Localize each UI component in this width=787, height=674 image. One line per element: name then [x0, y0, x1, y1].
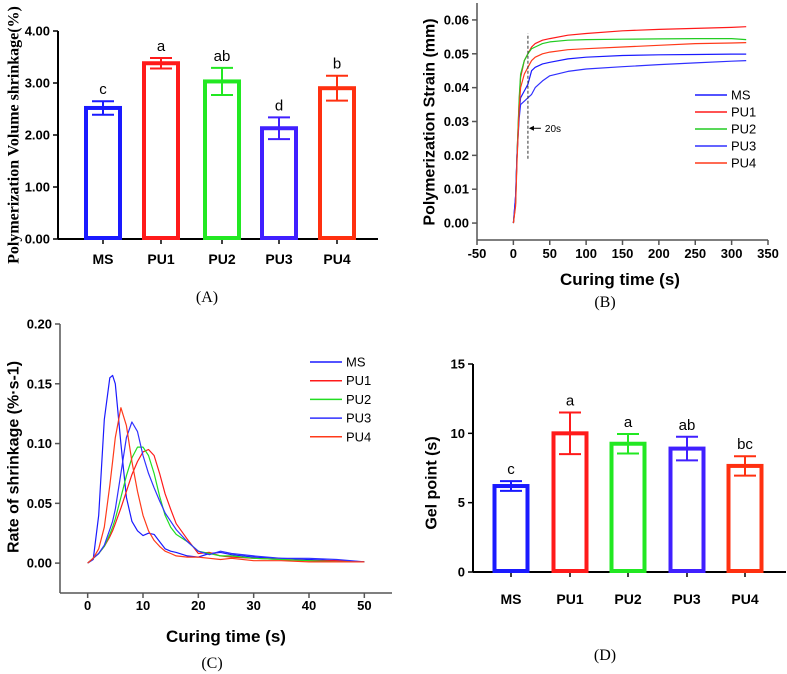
panel-b: 0.00 0.01 0.02 0.03 0.04 0.05 0.06 -50 0 50 100 150…	[422, 3, 779, 311]
x-tick-label: PU3	[673, 591, 700, 607]
y-tick-label: 0	[458, 565, 465, 580]
significance-letter: c	[99, 81, 107, 98]
panel-d: 0 5 10 15 c MS a PU1 a PU2 ab PU3 bc PU4 Gel point (s)…	[424, 357, 786, 664]
series-line-pu4	[512, 42, 747, 224]
legend-label-pu4: PU4	[346, 429, 371, 444]
y-axis-label: Rate of shrinkage (%·s-1)	[6, 361, 23, 553]
panel-caption: (C)	[201, 655, 222, 672]
bar-pu2	[609, 441, 647, 574]
y-axis-label: Polymerization Strain (mm)	[422, 18, 439, 225]
y-tick-label: 1.00	[25, 180, 50, 195]
legend-label-ms: MS	[731, 88, 751, 103]
bar-pu2	[203, 79, 241, 240]
legend-label-pu2: PU2	[731, 122, 756, 137]
bar-pu4	[318, 86, 356, 240]
significance-letter: a	[157, 38, 166, 55]
y-tick-label: 0.03	[444, 114, 469, 129]
legend-label-pu1: PU1	[346, 373, 371, 388]
x-tick-label: MS	[501, 591, 522, 607]
y-tick-label: 0.00	[25, 232, 50, 247]
y-tick-label: 4.00	[25, 24, 50, 39]
x-tick-label: 350	[757, 246, 779, 261]
series-line-pu3	[87, 421, 365, 564]
significance-letter: c	[507, 461, 515, 478]
series-line-ms	[512, 53, 747, 224]
significance-letter: ab	[679, 417, 696, 434]
legend-label-pu4: PU4	[731, 156, 756, 171]
x-tick-label: PU1	[147, 251, 174, 267]
series-line-ms	[87, 374, 365, 564]
significance-letter: a	[624, 414, 633, 431]
y-tick-label: 0.04	[444, 80, 470, 95]
significance-letter: b	[333, 56, 341, 73]
legend-label-pu1: PU1	[731, 105, 756, 120]
bar-pu3	[668, 446, 706, 573]
x-tick-label: 300	[721, 246, 743, 261]
x-tick-label: 0	[84, 598, 91, 613]
panel-caption: (D)	[594, 647, 616, 664]
x-tick-label: 50	[543, 246, 557, 261]
bar-ms	[84, 105, 122, 240]
y-tick-label: 0.10	[27, 436, 52, 451]
annotation-label: 20s	[545, 124, 561, 135]
y-tick-label: 0.15	[27, 376, 52, 391]
y-tick-label: 0.00	[444, 216, 469, 231]
y-tick-label: 0.00	[27, 556, 52, 571]
x-tick-label: 40	[302, 598, 316, 613]
significance-letter: bc	[737, 436, 753, 453]
y-tick-label: 0.06	[444, 12, 469, 27]
y-tick-label: 15	[451, 357, 465, 372]
x-tick-label: PU4	[731, 591, 758, 607]
x-tick-label: 0	[510, 246, 517, 261]
bar-ms	[492, 484, 530, 574]
y-tick-label: 3.00	[25, 76, 50, 91]
x-tick-label: 150	[612, 246, 634, 261]
x-tick-label: PU2	[208, 251, 235, 267]
x-tick-label: 10	[136, 598, 150, 613]
x-tick-label: 20	[191, 598, 205, 613]
x-tick-label: PU4	[323, 251, 350, 267]
significance-letter: d	[275, 97, 283, 114]
x-tick-label: PU3	[265, 251, 292, 267]
legend-label-pu2: PU2	[346, 392, 371, 407]
y-tick-label: 2.00	[25, 128, 50, 143]
x-tick-label: 200	[648, 246, 670, 261]
bar-pu3	[260, 126, 298, 241]
x-tick-label: PU2	[614, 591, 641, 607]
y-tick-label: 0.01	[444, 182, 469, 197]
legend-label-ms: MS	[346, 355, 366, 370]
y-tick-label: 10	[451, 426, 465, 441]
series-line-pu2	[87, 446, 365, 564]
y-tick-label: 0.05	[444, 46, 469, 61]
series-line-pu4	[87, 407, 365, 564]
y-axis-label: Polymerization Volume shrinkage(%)	[6, 6, 23, 264]
panel-c: 0.00 0.05 0.10 0.15 0.20 0 10 20 30 40 50 Curing ti…	[6, 317, 392, 672]
y-tick-label: 0.05	[27, 496, 52, 511]
bar-pu1	[142, 61, 180, 240]
significance-letter: ab	[214, 48, 231, 65]
series-line-pu3	[512, 60, 747, 224]
y-tick-label: 0.02	[444, 148, 469, 163]
x-tick-label: 250	[684, 246, 706, 261]
x-tick-label: 50	[357, 598, 371, 613]
significance-letter: a	[566, 393, 575, 410]
arrow-head-icon	[528, 125, 534, 131]
x-tick-label: 30	[246, 598, 260, 613]
panel-caption: (A)	[196, 289, 218, 306]
bar-pu4	[726, 463, 764, 574]
y-tick-label: 5	[458, 495, 465, 510]
x-tick-label: PU1	[556, 591, 583, 607]
legend-label-pu3: PU3	[731, 139, 756, 154]
panel-caption: (B)	[594, 294, 615, 311]
panel-a: 0.00 1.00 2.00 3.00 4.00 c MS a PU1 ab PU2 d PU3 b PU4…	[6, 6, 378, 306]
x-tick-label: MS	[93, 251, 114, 267]
legend-label-pu3: PU3	[346, 411, 371, 426]
x-tick-label: -50	[468, 246, 487, 261]
x-tick-label: 100	[575, 246, 597, 261]
x-axis-label: Curing time (s)	[166, 627, 286, 646]
y-axis-label: Gel point (s)	[424, 436, 441, 529]
y-tick-label: 0.20	[27, 317, 52, 332]
x-axis-label: Curing time (s)	[560, 270, 680, 289]
